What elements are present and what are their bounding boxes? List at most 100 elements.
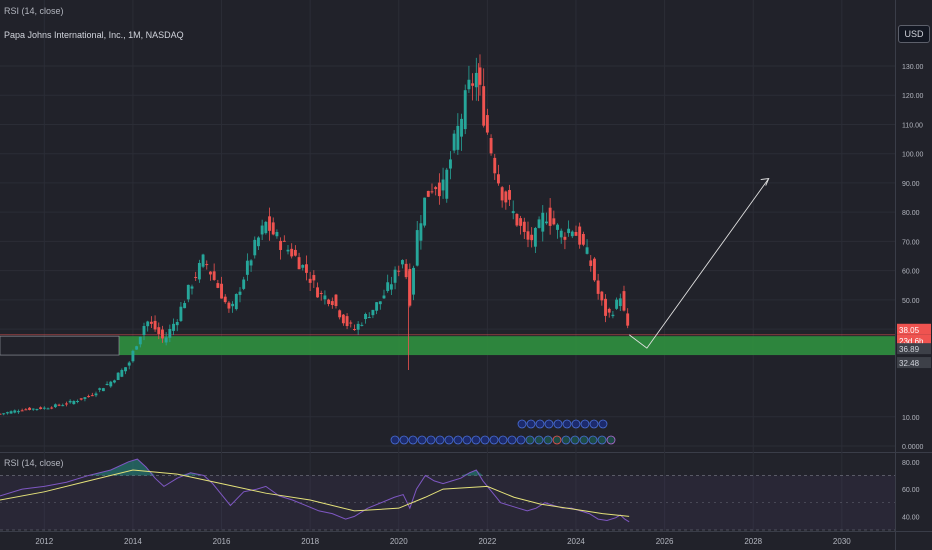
candle-body — [338, 310, 342, 318]
candle-body — [401, 260, 404, 265]
y-tick-label: 110.00 — [902, 122, 923, 129]
candle-body — [42, 407, 46, 409]
candle-body — [20, 410, 24, 412]
signal-marker — [435, 435, 445, 445]
rsi-y-tick-label: 80.00 — [902, 460, 920, 467]
candle-body — [172, 323, 175, 331]
candle-body — [500, 187, 504, 201]
candle-body — [493, 157, 497, 174]
candle-body — [76, 401, 79, 403]
candle-body — [578, 226, 582, 245]
candle-body — [138, 336, 142, 345]
candle-body — [581, 234, 585, 245]
candle-body — [94, 393, 98, 396]
candle-body — [559, 230, 563, 238]
candle-body — [452, 133, 456, 151]
candle-body — [223, 296, 227, 303]
top-indicator-label[interactable]: RSI (14, close) — [4, 6, 64, 16]
signal-marker — [571, 419, 581, 429]
candle-body — [83, 397, 87, 399]
candle-body — [68, 400, 72, 403]
candle-body — [437, 182, 441, 197]
candle-body — [28, 407, 31, 410]
candle-body — [615, 299, 619, 309]
candle-body — [297, 257, 301, 270]
candle-body — [389, 284, 393, 290]
countdown-tag-box — [897, 334, 931, 346]
candle-body — [319, 293, 323, 295]
projection-arrowhead — [760, 177, 770, 186]
y-tick-label: 80.00 — [902, 210, 920, 217]
candle-body — [489, 138, 493, 154]
zone-bottom-tag: 32.48 — [899, 359, 920, 368]
candle-body — [382, 295, 386, 299]
candle-body — [463, 90, 467, 130]
candle-body — [17, 411, 20, 413]
candle-body — [316, 287, 319, 298]
candle-body — [164, 337, 168, 343]
candle-body — [356, 323, 360, 330]
candle-body — [600, 291, 604, 301]
candle-body — [35, 408, 39, 410]
candle-body — [618, 298, 622, 307]
candle-body — [149, 321, 153, 324]
candle-body — [430, 191, 434, 193]
y-tick-label: 60.00 — [902, 269, 920, 276]
signal-marker — [390, 435, 400, 445]
candle-body — [234, 293, 238, 310]
candle-body — [460, 118, 463, 137]
x-tick-label: 2018 — [301, 537, 319, 546]
candle-body — [563, 236, 567, 240]
candle-body — [220, 283, 223, 299]
candle-body — [308, 278, 312, 283]
candle-body — [596, 280, 600, 294]
candle-body — [113, 380, 116, 383]
signal-marker — [544, 419, 554, 429]
signal-marker — [471, 435, 481, 445]
rsi-y-tick-label: 60.00 — [902, 487, 920, 494]
signal-marker — [570, 435, 580, 445]
candle-body — [293, 249, 297, 256]
candle-body — [245, 260, 249, 275]
currency-badge[interactable]: USD — [898, 25, 930, 43]
candle-body — [249, 260, 253, 266]
candle-body — [98, 388, 102, 390]
candle-body — [327, 299, 331, 304]
candle-body — [533, 227, 537, 247]
rsi-pane-background — [0, 455, 895, 530]
candle-body — [611, 314, 615, 317]
signal-marker — [534, 435, 544, 445]
signal-marker — [606, 435, 616, 445]
candle-body — [57, 404, 61, 406]
candle-body — [607, 308, 611, 313]
signal-marker — [462, 435, 472, 445]
candle-body — [101, 388, 105, 392]
x-tick-label: 2016 — [213, 537, 231, 546]
candle-body — [290, 248, 294, 257]
signal-marker — [588, 435, 598, 445]
candle-body — [50, 407, 54, 409]
candle-body — [556, 224, 559, 230]
candle-body — [323, 295, 327, 300]
candle-body — [441, 179, 445, 191]
candle-body — [72, 400, 76, 405]
candle-body — [426, 190, 430, 197]
y-tick-label: 90.00 — [902, 181, 920, 188]
candle-body — [589, 260, 593, 266]
candle-body — [301, 265, 305, 268]
candle-body — [120, 369, 124, 377]
candle-body — [353, 329, 356, 331]
candle-body — [393, 269, 397, 283]
signal-marker — [579, 435, 589, 445]
rsi-pane-label[interactable]: RSI (14, close) — [4, 458, 64, 468]
candle-body — [504, 191, 508, 203]
projection-line — [628, 178, 770, 349]
candle-body — [497, 174, 500, 184]
candle-body — [467, 79, 471, 90]
candle-body — [209, 271, 212, 275]
candle-body — [541, 212, 545, 232]
signal-marker — [453, 435, 463, 445]
signal-marker — [562, 419, 572, 429]
candle-body — [87, 396, 91, 398]
